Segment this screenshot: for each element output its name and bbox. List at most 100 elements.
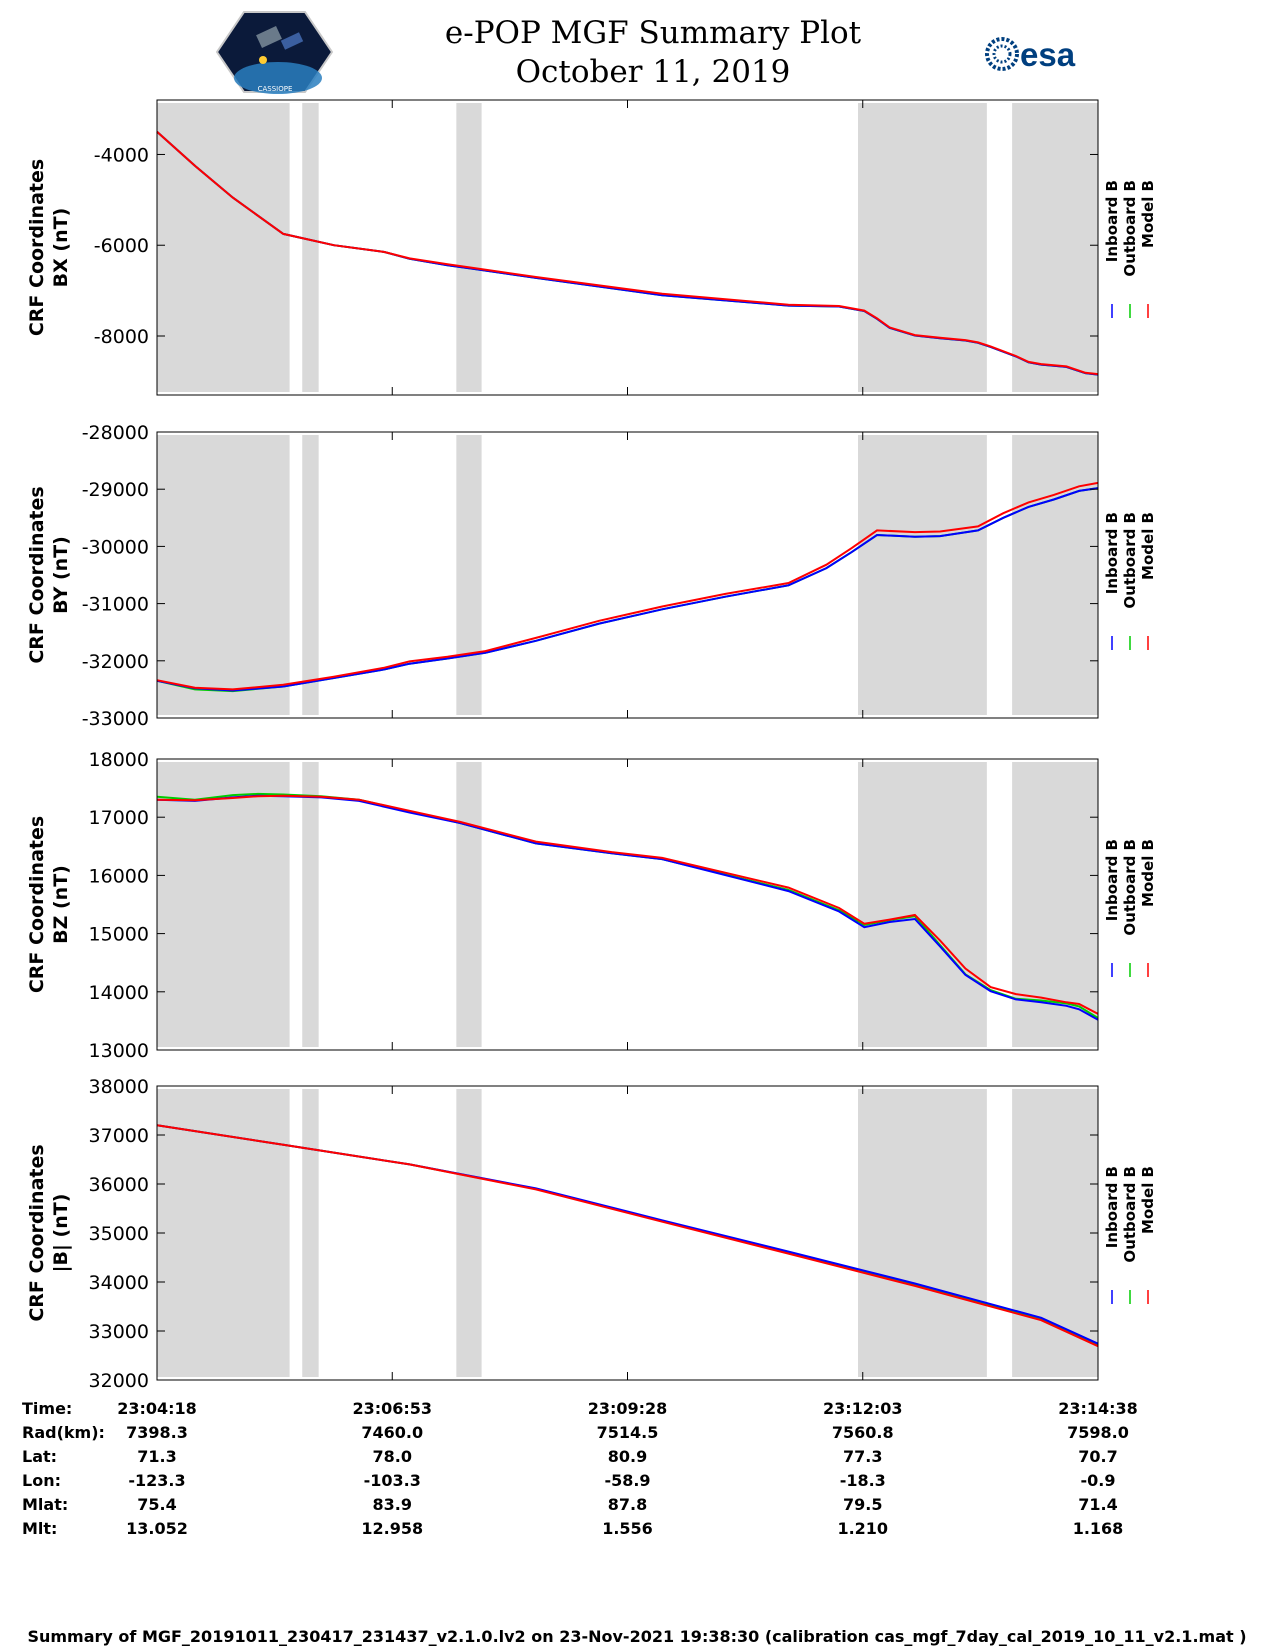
y-tick-label: 16000	[89, 865, 149, 887]
y-axis-label: |B| (nT)	[50, 1194, 72, 1273]
y-tick-label: 14000	[89, 982, 149, 1004]
ephemeris-value: -18.3	[840, 1471, 886, 1490]
ephemeris-row-label: Rad(km):	[22, 1423, 105, 1442]
ephemeris-value: 23:14:38	[1058, 1399, 1138, 1418]
figure-title: e-POP MGF Summary Plot	[445, 15, 862, 51]
legend-label: Outboard B	[1121, 1166, 1139, 1263]
y-tick-label: 15000	[89, 924, 149, 946]
cassiope-logo: CASSIOPE	[215, 11, 334, 94]
y-tick-label: 36000	[89, 1174, 149, 1196]
legend-label: Outboard B	[1121, 512, 1139, 609]
legend-label: Model B	[1139, 180, 1157, 248]
y-tick-label: -8000	[94, 326, 149, 348]
shaded-interval	[302, 435, 319, 715]
ephemeris-row-label: Mlt:	[22, 1519, 57, 1538]
shaded-interval	[456, 103, 482, 392]
esa-logo: esa	[985, 36, 1076, 73]
ephemeris-value: 75.4	[137, 1495, 176, 1514]
y-tick-label: -32000	[82, 651, 149, 673]
y-tick-label: -31000	[82, 594, 149, 616]
shaded-interval	[456, 435, 482, 715]
y-tick-label: 18000	[89, 749, 149, 771]
shaded-interval	[157, 435, 290, 715]
ephemeris-value: 7598.0	[1067, 1423, 1129, 1442]
y-tick-label: -6000	[94, 235, 149, 257]
ephemeris-value: 12.958	[361, 1519, 423, 1538]
panel-b: 38000 37000 36000 35000 34000 33000 32000 CRF C…	[26, 1076, 1157, 1392]
shaded-interval	[1012, 435, 1098, 715]
y-axis-label: CRF Coordinates	[26, 1144, 48, 1321]
ephemeris-value: 13.052	[126, 1519, 188, 1538]
ephemeris-value: 7398.3	[126, 1423, 188, 1442]
legend-label: Outboard B	[1121, 839, 1139, 936]
ephemeris-value: 7514.5	[597, 1423, 659, 1442]
y-tick-label: 32000	[89, 1370, 149, 1392]
y-axis-label: CRF Coordinates	[26, 159, 48, 336]
shaded-interval	[157, 103, 290, 392]
ephemeris-value: 23:06:53	[352, 1399, 432, 1418]
ephemeris-value: 77.3	[843, 1447, 882, 1466]
y-tick-label: 33000	[89, 1321, 149, 1343]
y-axis-label: BY (nT)	[50, 536, 72, 614]
panel-bz: 18000 17000 16000 15000 14000 13000 CRF Coordi…	[26, 749, 1157, 1062]
ephemeris-value: 1.210	[837, 1519, 888, 1538]
shaded-interval	[157, 762, 290, 1047]
ephemeris-value: -58.9	[604, 1471, 650, 1490]
ephemeris-value: 70.7	[1078, 1447, 1117, 1466]
y-tick-label: -28000	[82, 422, 149, 444]
shaded-interval	[157, 1089, 290, 1377]
esa-logo-text: esa	[1020, 36, 1076, 73]
panel-bx: -4000 -6000 -8000 CRF Coordinates BX (nT) Inb…	[26, 99, 1157, 396]
y-axis-label: CRF Coordinates	[26, 486, 48, 663]
ephemeris-value: 71.4	[1078, 1495, 1117, 1514]
ephemeris-value: 1.556	[602, 1519, 653, 1538]
y-axis-label: CRF Coordinates	[26, 816, 48, 993]
footer-caption: Summary of MGF_20191011_230417_231437_v2…	[27, 1627, 1246, 1646]
shaded-interval	[858, 435, 987, 715]
shaded-interval	[858, 103, 987, 392]
series-line-model	[156, 481, 1099, 691]
ephemeris-value: 79.5	[843, 1495, 882, 1514]
shaded-interval	[302, 1089, 319, 1377]
legend-label: Inboard B	[1103, 512, 1121, 594]
ephemeris-row-label: Lon:	[22, 1471, 61, 1490]
shaded-interval	[858, 762, 987, 1047]
ephemeris-value: 80.9	[608, 1447, 647, 1466]
y-axis-label: BX (nT)	[50, 208, 72, 288]
ephemeris-value: 1.168	[1073, 1519, 1124, 1538]
cassiope-logo-text: CASSIOPE	[258, 85, 293, 93]
shaded-interval	[1012, 1089, 1098, 1377]
ephemeris-value: 23:04:18	[117, 1399, 197, 1418]
legend-label: Model B	[1139, 1166, 1157, 1234]
y-tick-label: -29000	[82, 479, 149, 501]
ephemeris-row-label: Mlat:	[22, 1495, 68, 1514]
ephemeris-value: -123.3	[128, 1471, 185, 1490]
ephemeris-value: 78.0	[373, 1447, 412, 1466]
series-line-inboard	[156, 487, 1099, 692]
shaded-interval	[858, 1089, 987, 1377]
shaded-interval	[456, 1089, 482, 1377]
shaded-interval	[1012, 103, 1098, 392]
y-tick-label: 34000	[89, 1272, 149, 1294]
series-line-model	[156, 131, 1099, 376]
series-line-model	[156, 1124, 1099, 1348]
ephemeris-value: 87.8	[608, 1495, 647, 1514]
legend-label: Model B	[1139, 512, 1157, 580]
legend-label: Inboard B	[1103, 1166, 1121, 1248]
ephemeris-value: -103.3	[364, 1471, 421, 1490]
legend-label: Model B	[1139, 839, 1157, 907]
y-axis-label: BZ (nT)	[50, 865, 72, 944]
ephemeris-value: 23:09:28	[588, 1399, 668, 1418]
ephemeris-row-label: Lat:	[22, 1447, 57, 1466]
y-tick-label: -33000	[82, 708, 149, 730]
figure-date: October 11, 2019	[516, 54, 791, 90]
ephemeris-value: 71.3	[137, 1447, 176, 1466]
y-tick-label: 35000	[89, 1223, 149, 1245]
ephemeris-value: 23:12:03	[823, 1399, 903, 1418]
shaded-interval	[302, 762, 319, 1047]
legend-label: Inboard B	[1103, 839, 1121, 921]
panel-by: -28000 -29000 -30000 -31000 -32000 -33000 CRF …	[26, 422, 1157, 730]
ephemeris-value: -0.9	[1081, 1471, 1116, 1490]
legend-label: Inboard B	[1103, 180, 1121, 262]
